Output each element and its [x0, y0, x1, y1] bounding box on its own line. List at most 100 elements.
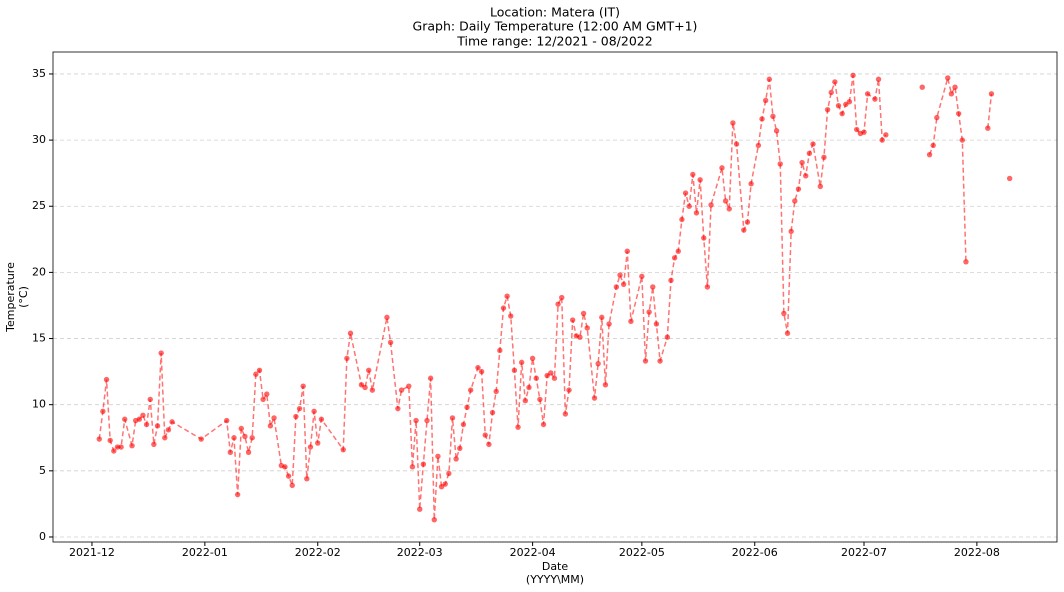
temperature-point	[224, 417, 230, 424]
temperature-point	[850, 72, 856, 78]
x-tick-label: 2021-12	[69, 546, 115, 559]
temperature-point	[154, 423, 161, 429]
temperature-point	[234, 491, 241, 498]
temperature-point	[693, 210, 700, 216]
temperature-point	[817, 183, 823, 190]
temperature-point	[271, 415, 277, 421]
temperature-point	[919, 84, 925, 90]
temperature-point	[653, 321, 660, 327]
chart-title: Time range: 12/2021 - 08/2022	[456, 34, 652, 49]
temperature-point	[431, 517, 437, 523]
temperature-point	[100, 408, 106, 414]
temperature-point	[671, 255, 678, 261]
temperature-point	[96, 436, 102, 442]
temperature-point	[493, 388, 499, 395]
temperature-point	[792, 198, 798, 204]
temperature-point	[719, 165, 725, 171]
temperature-point	[111, 448, 117, 454]
x-tick-label: 2022-01	[182, 546, 228, 559]
temperature-point	[642, 358, 649, 364]
temperature-point	[464, 404, 470, 411]
temperature-point	[529, 355, 536, 362]
temperature-point	[482, 432, 488, 438]
temperature-point	[395, 405, 401, 412]
temperature-point	[606, 321, 612, 327]
y-tick-label: 35	[32, 67, 46, 80]
temperature-point	[304, 476, 310, 482]
temperature-point	[1006, 175, 1013, 182]
temperature-point	[777, 161, 783, 167]
temperature-point	[679, 216, 685, 223]
temperature-point	[624, 248, 630, 254]
temperature-point	[580, 310, 587, 317]
temperature-line	[987, 93, 993, 129]
temperature-point	[293, 413, 299, 420]
temperature-point	[398, 387, 405, 393]
temperature-point	[828, 89, 834, 96]
temperature-point	[424, 417, 430, 424]
temperature-point	[282, 464, 288, 470]
temperature-point	[755, 142, 762, 149]
temperature-point	[151, 441, 157, 448]
temperature-point	[934, 114, 940, 121]
temperature-point	[955, 110, 962, 117]
temperature-point	[864, 91, 871, 97]
temperature-point	[264, 391, 270, 397]
y-tick-label: 10	[32, 398, 46, 411]
temperature-point	[413, 417, 419, 424]
temperature-point	[540, 421, 547, 428]
temperature-point	[952, 84, 958, 90]
temperature-point	[311, 408, 317, 414]
temperature-point	[129, 442, 135, 449]
temperature-point	[406, 383, 412, 389]
x-tick-label: 2022-08	[954, 546, 1000, 559]
temperature-point	[766, 76, 773, 82]
temperature-point	[475, 364, 481, 371]
temperature-point	[515, 424, 521, 430]
temperature-point	[810, 141, 816, 147]
temperature-point	[733, 141, 740, 147]
temperature-point	[595, 360, 601, 367]
temperature-point	[307, 444, 314, 450]
temperature-point	[762, 97, 769, 104]
temperature-point	[784, 330, 791, 336]
temperature-point	[548, 370, 554, 376]
temperature-point	[260, 396, 266, 403]
temperature-point	[770, 113, 776, 119]
temperature-point	[861, 129, 867, 135]
temperature-point	[566, 387, 572, 393]
temperature-point	[832, 79, 838, 85]
temperature-point	[420, 461, 427, 467]
temperature-point	[522, 398, 529, 404]
temperature-point	[453, 456, 459, 462]
temperature-point	[537, 396, 543, 403]
y-tick-label: 0	[39, 530, 46, 543]
temperature-point	[249, 435, 255, 441]
temperature-point	[500, 305, 507, 311]
temperature-point	[697, 177, 703, 183]
temperature-point	[267, 423, 274, 429]
temperature-line	[98, 75, 887, 520]
temperature-point	[245, 449, 252, 456]
temperature-point	[449, 415, 456, 421]
temperature-point	[959, 137, 966, 143]
temperature-point	[773, 128, 780, 134]
temperature-point	[526, 384, 532, 391]
temperature-point	[435, 453, 441, 459]
temperature-point	[497, 347, 503, 354]
temperature-point	[726, 206, 732, 212]
x-tick-label: 2022-07	[841, 546, 887, 559]
temperature-point	[803, 173, 809, 179]
temperature-point	[242, 433, 248, 440]
temperature-point	[569, 317, 576, 323]
temperature-point	[824, 106, 831, 113]
temperature-point	[508, 313, 514, 319]
temperature-point	[136, 416, 143, 422]
temperature-point	[256, 367, 263, 373]
temperature-point	[417, 506, 423, 512]
temperature-point	[788, 228, 794, 235]
temperature-point	[296, 405, 303, 412]
temperature-point	[639, 273, 645, 280]
temperature-point	[926, 151, 933, 158]
